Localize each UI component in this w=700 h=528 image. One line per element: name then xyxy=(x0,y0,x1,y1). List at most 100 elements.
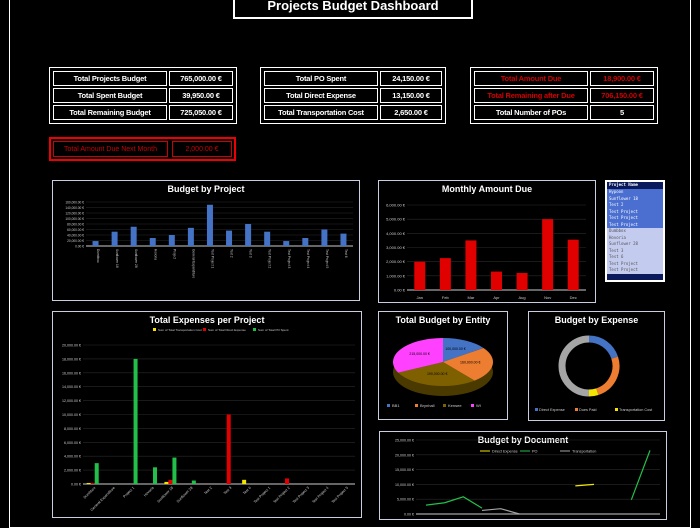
kpi-value: 725,050.00 € xyxy=(169,105,233,120)
kpi-table-budget: Total Projects Budget 765,000.00 € Total … xyxy=(49,67,237,124)
y-tick-label: 40,000.00 € xyxy=(67,234,84,238)
x-tick-label: Feb xyxy=(442,295,450,300)
kpi-table-due: Total Amount Due 18,900.00 € Total Remain… xyxy=(470,67,658,124)
legend-swatch xyxy=(253,328,256,331)
project-name-slicer[interactable]: Project Name Hypoon Sunflower 18 Test 2 Tes… xyxy=(605,180,665,282)
bar xyxy=(168,479,173,484)
x-tick-label: Test Project 4 xyxy=(311,486,329,504)
bar xyxy=(133,358,138,484)
data-label: 215,000.00 € xyxy=(409,352,429,356)
bar xyxy=(516,273,528,290)
kpi-value: 13,150.00 € xyxy=(380,88,442,103)
legend-swatch xyxy=(471,404,474,407)
legend-swatch xyxy=(443,404,446,407)
chart-title: Total Budget by Entity xyxy=(395,315,491,325)
bar xyxy=(226,414,231,484)
chart-total-expenses: Total Expenses per Project 0.00 € 2,000.0… xyxy=(52,311,362,518)
legend-label: BB1 xyxy=(392,403,400,408)
legend-label: WI xyxy=(476,403,481,408)
bar xyxy=(94,463,99,484)
bar xyxy=(321,229,328,246)
y-tick-label: 160,000.00 € xyxy=(65,201,84,205)
bar xyxy=(245,224,252,246)
x-tick-label: Test Project 1 xyxy=(253,486,271,504)
x-tick-label: Test Project 4 xyxy=(306,249,310,269)
y-tick-label: 18,000.00 € xyxy=(62,357,81,361)
chart-budget-by-entity: Total Budget by Entity 100,000.00 € 160,0… xyxy=(378,311,508,420)
legend-label: Transportation Cost xyxy=(619,408,653,412)
bar xyxy=(340,233,347,246)
legend-label: Dues Paid xyxy=(579,408,597,412)
page-title: Projects Budget Dashboard xyxy=(233,0,473,19)
bar xyxy=(191,480,196,484)
x-tick-label: Sunflower 18 xyxy=(156,486,174,504)
line-series xyxy=(425,450,651,509)
kpi-label: Total Number of POs xyxy=(474,105,588,120)
kpi-label: Total Remaining Budget xyxy=(53,105,167,120)
slicer-item[interactable]: Sunflower 28 xyxy=(607,241,663,248)
chart-title: Budget by Project xyxy=(167,184,245,194)
slicer-item[interactable]: Test 2 xyxy=(607,202,663,209)
legend-label: Brynhall xyxy=(420,403,435,408)
kpi-table-spending: Total PO Spent 24,150.00 € Total Direct E… xyxy=(260,67,446,124)
bar xyxy=(302,238,309,246)
y-tick-label: 0.00 € xyxy=(404,513,414,517)
x-tick-label: General Expenditure xyxy=(191,249,195,278)
slicer-item[interactable]: Hypoon xyxy=(607,189,663,196)
kpi-label: Total PO Spent xyxy=(264,71,378,86)
next-month-label: Total Amount Due Next Month xyxy=(53,141,168,157)
x-tick-label: Test 2 xyxy=(203,486,213,496)
next-month-due: Total Amount Due Next Month 2,000.00 € xyxy=(49,137,236,161)
bar xyxy=(149,238,156,246)
slicer-item[interactable]: Dumbbox xyxy=(607,228,663,235)
slicer-item[interactable]: Test Project xyxy=(607,260,663,267)
chart-title: Total Expenses per Project xyxy=(149,315,265,325)
slicer-item[interactable]: Test Project xyxy=(607,208,663,215)
bar xyxy=(172,457,177,484)
x-tick-label: Dec xyxy=(570,295,577,300)
y-tick-label: 20,000.00 € xyxy=(67,239,84,243)
bar xyxy=(439,258,451,290)
x-tick-label: Test Project 3 xyxy=(287,249,291,269)
slicer-item[interactable]: Test 3 xyxy=(607,247,663,254)
x-tick-label: Test 2 xyxy=(230,249,234,258)
x-tick-label: Sunflower 28 xyxy=(176,486,194,504)
legend-label: Transportation xyxy=(572,450,596,454)
donut-segment xyxy=(588,335,619,359)
x-tick-label: Project xyxy=(172,249,176,259)
y-tick-label: 5,000.00 € xyxy=(386,217,406,222)
pie-slice xyxy=(398,362,475,386)
y-tick-label: 14,000.00 € xyxy=(62,385,81,389)
slicer-item[interactable]: Test Project xyxy=(607,221,663,228)
x-tick-label: Test 6 xyxy=(344,249,348,258)
y-tick-label: 2,000.00 € xyxy=(386,259,406,264)
y-tick-label: 120,000.00 € xyxy=(65,212,84,216)
bar xyxy=(542,219,554,290)
kpi-value: 706,150.00 € xyxy=(590,88,654,103)
slicer-item[interactable]: Sunflower 18 xyxy=(607,195,663,202)
y-tick-label: 6,000.00 € xyxy=(386,203,406,208)
slicer-item[interactable]: Test Project xyxy=(607,267,663,274)
bar xyxy=(168,235,175,246)
donut-segment xyxy=(558,335,590,397)
y-tick-label: 20,000.00 € xyxy=(62,344,81,348)
legend-label: Sum of Total Direct Expense xyxy=(208,328,246,332)
legend-swatch xyxy=(615,408,618,411)
y-tick-label: 1,000.00 € xyxy=(386,273,406,278)
y-tick-label: 15,000.00 € xyxy=(395,468,414,472)
slicer-item[interactable]: Test Project xyxy=(607,215,663,222)
bar xyxy=(567,239,579,290)
legend-swatch xyxy=(387,404,390,407)
slicer-item[interactable]: Hovoria xyxy=(607,234,663,241)
x-tick-label: Project 1 xyxy=(122,486,135,499)
chart-budget-by-expense: Budget by Expense Direct Expense Dues Pai… xyxy=(528,311,665,421)
x-tick-label: Test 3 xyxy=(223,486,233,496)
data-label: 160,000.00 € xyxy=(460,361,480,365)
legend-swatch xyxy=(535,408,538,411)
bar xyxy=(92,241,99,246)
x-tick-label: Dumbbox xyxy=(83,486,97,500)
slicer-item[interactable]: Test 6 xyxy=(607,254,663,261)
pie-slice xyxy=(443,347,493,381)
legend-label: PO xyxy=(532,450,538,454)
chart-budget-by-project: Budget by Project 0.00 € 20,000.00 €40,00… xyxy=(52,180,360,301)
